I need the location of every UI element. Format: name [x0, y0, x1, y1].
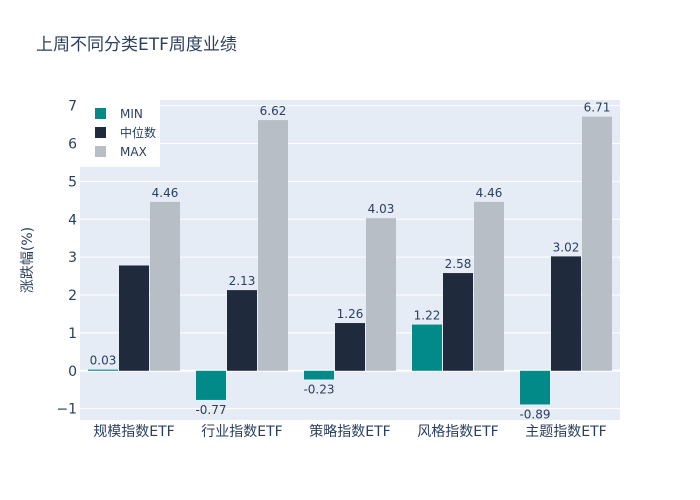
- bar-MIN-2: [304, 370, 334, 380]
- data-label: 2.13: [229, 274, 256, 288]
- data-label: 4.03: [368, 202, 395, 216]
- bar-MIN-4: [520, 370, 550, 405]
- legend-box: [80, 100, 160, 167]
- data-label: 1.26: [337, 307, 364, 321]
- bar-MAX-2: [366, 218, 396, 371]
- legend-label: MAX: [120, 145, 147, 159]
- data-label: 2.58: [445, 257, 472, 271]
- data-label: 1.22: [414, 309, 441, 323]
- bar-MAX-1: [258, 120, 288, 371]
- chart-title: 上周不同分类ETF周度业绩: [36, 35, 237, 55]
- data-label: 0.03: [90, 354, 117, 368]
- bar--2: [335, 323, 365, 371]
- x-tick-label: 行业指数ETF: [201, 424, 282, 440]
- bar-MAX-4: [582, 116, 612, 371]
- y-tick-label: 6: [68, 137, 77, 153]
- x-tick-label: 主题指数ETF: [525, 424, 606, 440]
- y-tick-label: −1: [56, 402, 77, 418]
- bar-MIN-0: [88, 369, 118, 371]
- bar-MIN-1: [196, 370, 226, 400]
- y-tick-label: 0: [68, 364, 77, 380]
- bar--4: [551, 256, 581, 371]
- x-tick-label: 策略指数ETF: [309, 423, 390, 440]
- legend-swatch: [95, 127, 106, 138]
- data-label: 6.71: [584, 101, 611, 115]
- bar-MAX-3: [474, 201, 504, 371]
- bar--1: [227, 290, 257, 371]
- bar--0: [119, 265, 149, 371]
- data-label: 3.02: [553, 240, 580, 254]
- data-label: -0.89: [519, 407, 550, 421]
- x-tick-label: 规模指数ETF: [93, 424, 174, 440]
- legend-swatch: [95, 108, 106, 119]
- legend-swatch: [95, 146, 106, 157]
- y-tick-label: 7: [68, 99, 77, 115]
- data-label: 6.62: [260, 104, 287, 118]
- y-tick-label: 3: [68, 250, 77, 266]
- data-label: 4.46: [152, 186, 179, 200]
- y-tick-label: 4: [68, 212, 77, 228]
- data-label: -0.77: [195, 403, 226, 417]
- y-tick-label: 2: [68, 288, 77, 304]
- legend-label: 中位数: [120, 125, 156, 140]
- x-tick-label: 风格指数ETF: [417, 424, 498, 440]
- bar--3: [443, 273, 473, 371]
- y-tick-label: 5: [68, 174, 77, 190]
- bar-MAX-0: [150, 201, 180, 371]
- data-label: -0.23: [303, 382, 334, 396]
- data-label: 4.46: [476, 186, 503, 200]
- bar-MIN-3: [412, 324, 442, 371]
- y-tick-label: 1: [68, 326, 77, 342]
- y-axis-title: 涨跌幅(%): [20, 227, 36, 293]
- legend-label: MIN: [120, 107, 143, 121]
